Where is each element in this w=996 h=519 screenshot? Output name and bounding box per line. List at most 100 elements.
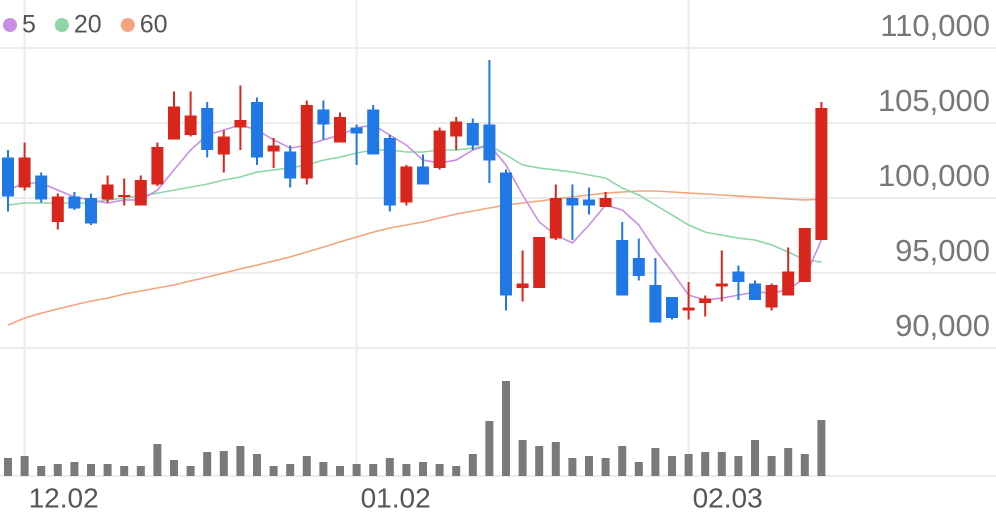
volume-bar xyxy=(684,454,693,476)
volume-bar xyxy=(784,448,793,476)
candle-body xyxy=(85,198,97,224)
volume-bar xyxy=(236,446,245,476)
candle-body xyxy=(765,285,778,308)
candle-body xyxy=(616,240,629,296)
volume-bar xyxy=(651,448,660,476)
volume-bar xyxy=(734,456,743,476)
candle-body xyxy=(18,157,31,188)
candle-body xyxy=(749,283,761,300)
candle-body xyxy=(699,298,712,303)
volume-bar xyxy=(402,464,411,476)
candle-body xyxy=(383,138,396,206)
volume-bar xyxy=(186,466,195,476)
candle-body xyxy=(566,198,579,206)
candle-body xyxy=(234,120,247,128)
volume-bar xyxy=(153,444,162,476)
candle-body xyxy=(151,147,164,185)
volume-bar xyxy=(618,446,627,476)
candle-body xyxy=(35,175,48,200)
volume-bar xyxy=(4,458,12,476)
candle-body xyxy=(168,106,180,140)
volume-bar xyxy=(336,466,344,476)
candle-body xyxy=(516,283,529,288)
candle-body xyxy=(101,184,114,200)
y-tick-label: 110,000 xyxy=(880,8,990,43)
candle-body xyxy=(632,258,645,276)
volume-bar xyxy=(302,456,311,476)
y-tick-label: 90,000 xyxy=(895,308,990,343)
candle-body xyxy=(450,121,463,137)
candle-body xyxy=(367,109,380,155)
volume-bar xyxy=(136,466,145,476)
volume-bar xyxy=(253,454,261,476)
volume-bar xyxy=(203,452,212,476)
volume-bar xyxy=(701,452,710,476)
candle-body xyxy=(201,108,214,150)
candle-body xyxy=(2,157,14,197)
candle-body xyxy=(549,198,562,239)
candle-body xyxy=(483,124,496,161)
ma-line xyxy=(7,190,822,326)
ma-line xyxy=(7,144,822,263)
legend-marker xyxy=(54,18,69,32)
candle-body xyxy=(815,108,828,240)
candle-body xyxy=(267,145,280,152)
volume-bar xyxy=(452,466,461,476)
volume-bar xyxy=(751,440,759,476)
candle-body xyxy=(732,271,745,282)
legend-label: 5 xyxy=(22,11,36,39)
candle-body xyxy=(284,151,297,179)
candle-body xyxy=(350,127,363,134)
candle-body xyxy=(782,271,795,296)
x-tick-label: 01.02 xyxy=(361,482,431,513)
volume-bar xyxy=(518,440,527,476)
y-tick-label: 105,000 xyxy=(878,83,990,118)
candle-body xyxy=(317,109,330,125)
y-tick-label: 100,000 xyxy=(878,158,990,193)
volume-bar xyxy=(568,458,577,476)
candle-body xyxy=(251,102,263,158)
x-tick-label: 02.03 xyxy=(693,482,763,513)
volume-bar xyxy=(219,451,228,476)
candle-body xyxy=(682,307,695,311)
legend-label: 20 xyxy=(74,11,102,39)
candle-body xyxy=(500,172,512,296)
volume-bar xyxy=(53,464,62,476)
volume-bar xyxy=(369,464,378,476)
candle-body xyxy=(466,123,479,146)
volume-bar xyxy=(20,456,29,476)
volume-bar xyxy=(717,452,726,476)
volume-bar xyxy=(585,456,593,476)
volume-bar xyxy=(668,456,676,476)
candle-body xyxy=(533,237,546,288)
candle-body xyxy=(334,117,346,143)
volume-bar xyxy=(601,458,610,476)
candle-body xyxy=(400,166,413,203)
legend-label: 60 xyxy=(140,11,168,39)
y-tick-label: 95,000 xyxy=(895,233,990,268)
volume-bar xyxy=(435,464,444,476)
volume-bar xyxy=(103,464,112,476)
candle-body xyxy=(583,199,595,206)
x-tick-label: 12.02 xyxy=(29,482,99,513)
volume-bar xyxy=(286,464,295,476)
candle-body xyxy=(184,115,197,135)
candle-body xyxy=(118,195,131,197)
volume-bar xyxy=(817,420,826,476)
volume-bar xyxy=(120,466,129,476)
volume-bar xyxy=(502,381,510,476)
volume-bar xyxy=(37,466,46,476)
candle-body xyxy=(599,198,612,207)
volume-bar xyxy=(767,456,776,476)
volume-bar xyxy=(170,460,178,476)
candle-body xyxy=(417,166,429,185)
candle-body xyxy=(433,130,446,168)
volume-bar xyxy=(800,454,809,476)
candle-body xyxy=(715,283,728,287)
candle-body xyxy=(666,297,678,318)
candle-body xyxy=(300,105,313,179)
candle-body xyxy=(134,180,147,206)
candle-body xyxy=(51,196,64,222)
